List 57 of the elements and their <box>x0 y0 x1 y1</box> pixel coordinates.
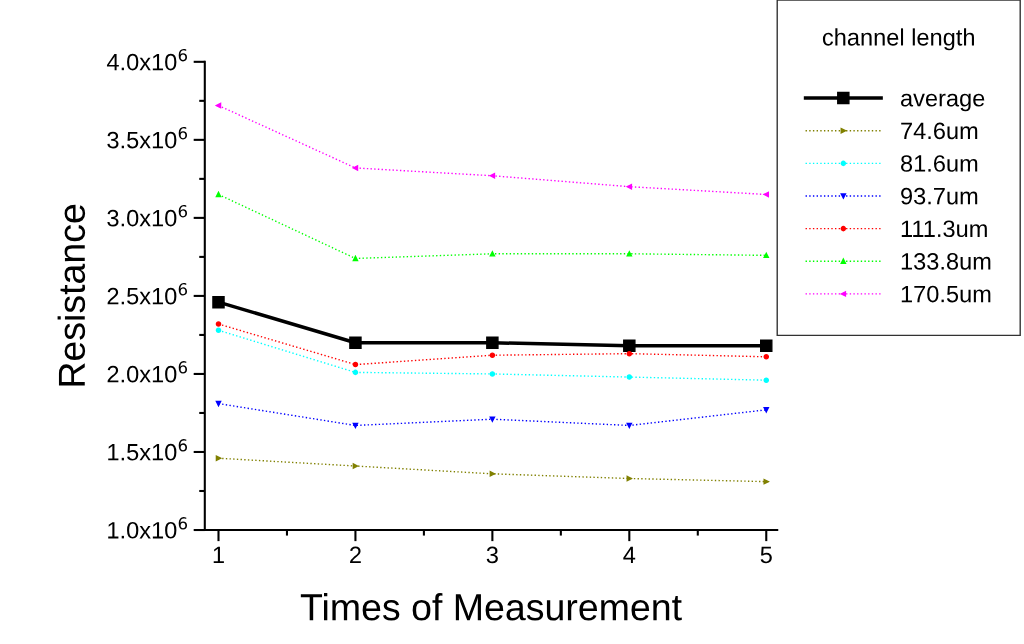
point <box>352 422 359 429</box>
point <box>763 354 770 360</box>
x-axis-title: Times of Measurement <box>300 592 682 621</box>
y-tick-label: 3.0x10$^{6}$ <box>107 204 188 227</box>
point <box>489 371 496 377</box>
point <box>489 352 496 359</box>
point <box>623 339 636 353</box>
point <box>352 165 359 171</box>
point <box>626 251 633 257</box>
point <box>215 102 222 109</box>
point <box>489 172 496 179</box>
point <box>626 422 633 429</box>
y-axis-title: Resistance <box>57 204 86 386</box>
point <box>352 361 359 368</box>
point <box>489 416 496 422</box>
legend-label: 93.7um <box>901 187 978 205</box>
point <box>489 251 496 257</box>
point <box>215 327 222 334</box>
x-tick-label: 1 <box>213 546 224 564</box>
x-tick-label: 4 <box>623 546 636 564</box>
y-tick-label: 1.5x10$^{6}$ <box>108 439 188 461</box>
point <box>626 475 633 482</box>
y-tick-label: 4.0x10$^{6}$ <box>106 48 188 71</box>
point <box>215 455 222 462</box>
point <box>626 183 633 190</box>
point <box>763 252 770 259</box>
x-tick-label: 2 <box>350 546 361 564</box>
point <box>352 369 359 376</box>
point <box>763 478 770 485</box>
y-tick-label: 1.0x10$^{6}$ <box>108 517 188 539</box>
x-tick-label: 3 <box>486 546 498 564</box>
y-tick-label: 2.5x10$^{6}$ <box>107 282 188 305</box>
legend-title: channel length <box>822 28 974 51</box>
point <box>352 255 359 262</box>
point <box>486 336 499 349</box>
point <box>763 191 770 198</box>
point <box>626 374 633 380</box>
point <box>352 463 359 469</box>
point <box>212 295 225 309</box>
point <box>763 407 770 413</box>
y-tick-label: 3.5x10$^{6}$ <box>107 126 188 149</box>
x-tick-label: 5 <box>760 546 772 564</box>
point <box>760 339 773 353</box>
legend-label: average <box>901 93 985 112</box>
point <box>215 400 222 407</box>
legend-label: 74.6um <box>901 122 978 140</box>
legend-label: 81.6um <box>901 155 978 172</box>
point <box>489 471 496 477</box>
y-tick-label: 2.0x10$^{6}$ <box>107 361 188 383</box>
legend-label: 170.5um <box>901 285 991 303</box>
point <box>349 336 362 349</box>
point <box>215 321 222 327</box>
legend-label: 111.3um <box>901 220 987 238</box>
point <box>626 350 633 357</box>
point <box>215 191 222 198</box>
point <box>763 377 770 383</box>
legend-label: 133.8um <box>901 253 991 270</box>
